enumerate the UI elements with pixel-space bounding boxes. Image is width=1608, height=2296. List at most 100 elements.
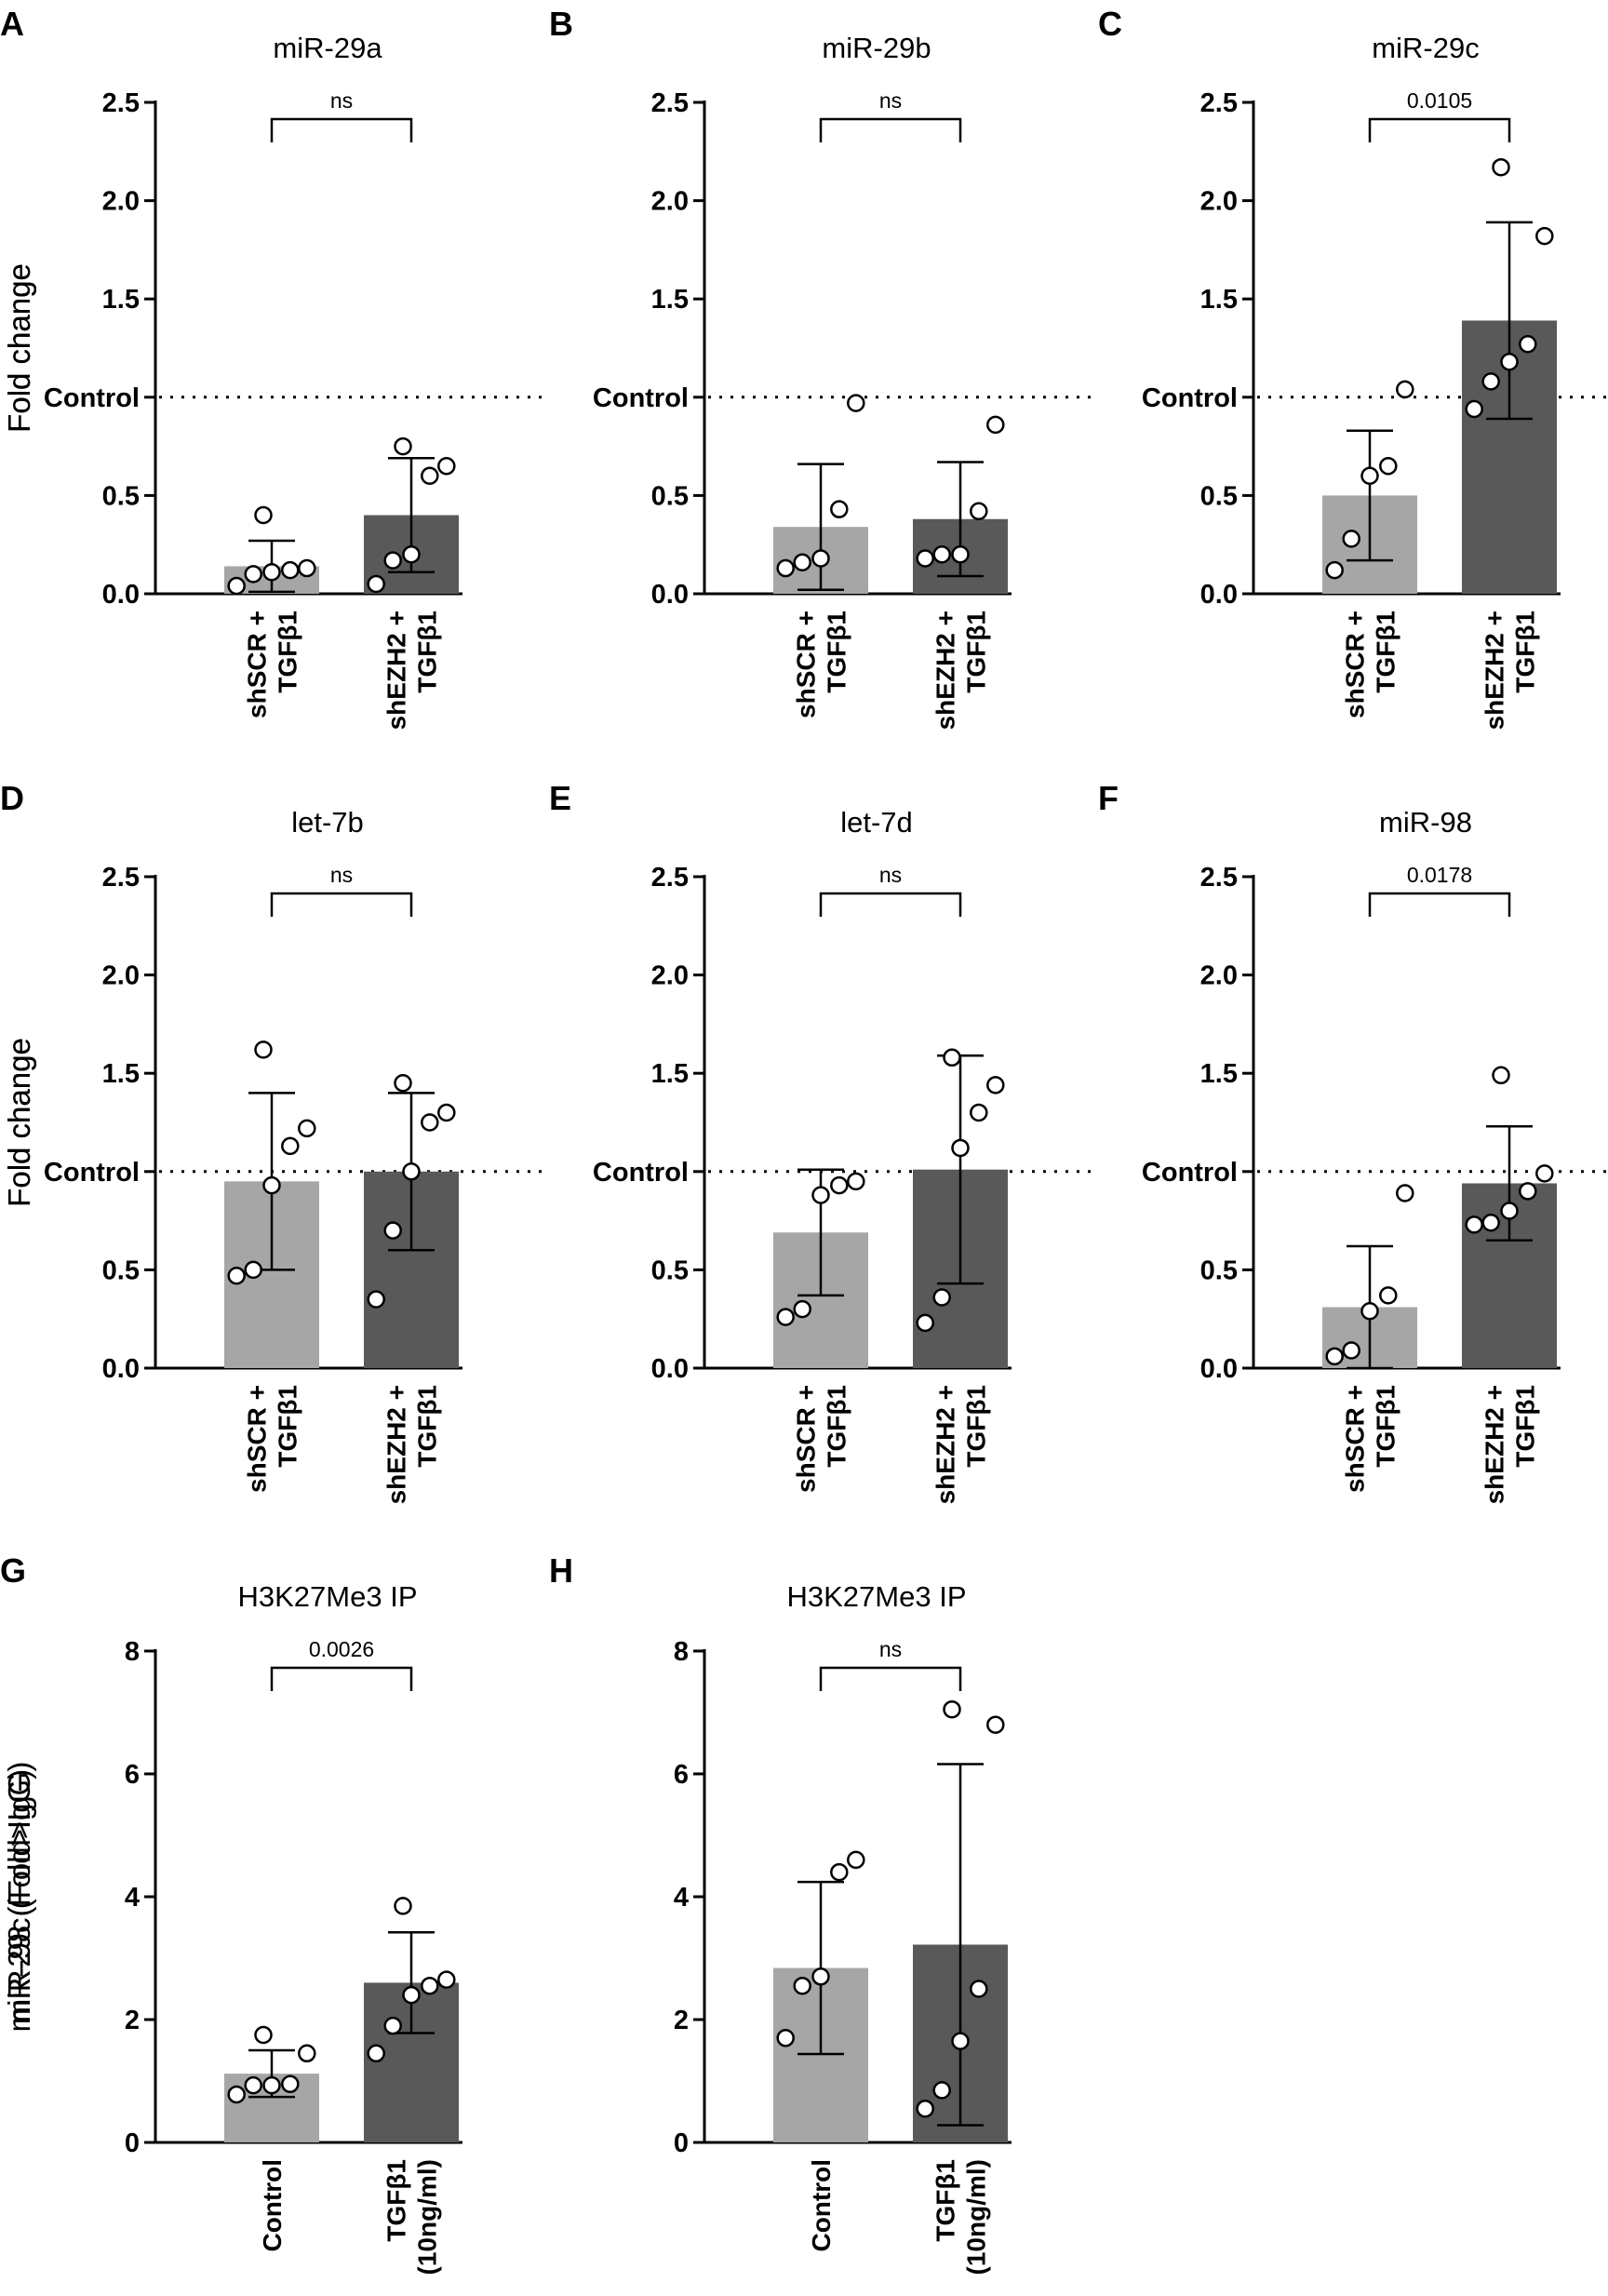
- data-point: [1360, 1302, 1379, 1321]
- data-point: [1500, 1202, 1519, 1220]
- data-point: [281, 1136, 300, 1156]
- data-point: [793, 553, 811, 571]
- y-tick-label: 8: [674, 1637, 689, 1667]
- y-tick-label: 0.0: [651, 580, 689, 610]
- panel-H: H H3K27Me3 IP miR-98 (Fold>IgG) 0 2 4 6 8 ns Cont…: [2, 1551, 1012, 2275]
- significance-label: ns: [330, 863, 353, 887]
- x-category-label: shEZH2 +: [931, 611, 960, 730]
- significance-bracket: [1368, 117, 1511, 142]
- y-axis-label: Fold change: [2, 263, 36, 433]
- data-point: [970, 502, 988, 521]
- panel-label: A: [0, 5, 24, 43]
- data-point: [298, 1119, 316, 1138]
- data-point: [1481, 1213, 1500, 1232]
- data-point: [394, 1074, 412, 1093]
- data-point: [437, 1970, 456, 1989]
- data-point: [1519, 1182, 1537, 1201]
- data-point: [402, 545, 421, 564]
- data-point: [421, 1113, 439, 1132]
- panel-label: H: [549, 1551, 573, 1590]
- data-point: [1519, 335, 1537, 354]
- data-point: [847, 1850, 865, 1870]
- data-point: [970, 1980, 988, 1998]
- x-category-label: TGFβ1: [962, 1385, 991, 1468]
- x-category-label: (10ng/ml): [962, 2159, 991, 2275]
- data-point: [986, 1076, 1005, 1094]
- x-category-label: TGFβ1: [1511, 611, 1540, 693]
- data-point: [811, 1967, 830, 1986]
- data-point: [1396, 1184, 1414, 1202]
- significance-label: ns: [879, 863, 902, 887]
- panel-label: G: [0, 1551, 26, 1590]
- data-point: [1492, 1066, 1510, 1085]
- y-tick-label: Control: [593, 383, 689, 413]
- y-tick-label: 1.5: [102, 1059, 140, 1089]
- significance-label: 0.0178: [1407, 863, 1472, 887]
- chart-title: miR-29c: [1372, 32, 1479, 64]
- significance-bracket: [819, 117, 962, 142]
- data-point: [281, 560, 300, 580]
- data-point: [1360, 466, 1379, 486]
- y-tick-label: 0.5: [102, 1255, 140, 1285]
- chart-title: H3K27Me3 IP: [238, 1580, 418, 1613]
- x-category-label: TGFβ1: [823, 1385, 851, 1468]
- data-point: [932, 1288, 951, 1307]
- y-tick-label: 2.5: [1200, 88, 1238, 118]
- y-tick-label: 0: [674, 2128, 689, 2158]
- significance-bracket: [270, 117, 413, 142]
- y-tick-label: Control: [44, 1158, 140, 1188]
- y-tick-label: 2: [125, 2006, 140, 2035]
- data-point: [793, 1299, 811, 1319]
- y-tick-label: 0.5: [1200, 481, 1238, 511]
- y-tick-label: 0.0: [1200, 1354, 1238, 1384]
- y-tick-label: 0.0: [1200, 580, 1238, 610]
- y-tick-label: 6: [674, 1760, 689, 1790]
- data-point: [986, 415, 1005, 435]
- data-point: [254, 505, 273, 525]
- y-tick-label: 2.0: [102, 961, 140, 991]
- y-tick-label: 6: [125, 1760, 140, 1790]
- y-tick-label: 2.5: [1200, 863, 1238, 893]
- data-point: [298, 2044, 316, 2063]
- y-tick-label: 0.0: [102, 1354, 140, 1384]
- significance-label: ns: [879, 1637, 902, 1661]
- x-category-label: shSCR +: [243, 611, 272, 718]
- data-point: [262, 2075, 281, 2095]
- y-tick-label: 2.5: [102, 88, 140, 118]
- y-tick-label: 2.0: [651, 961, 689, 991]
- x-category-label: TGFβ1: [382, 2159, 411, 2242]
- significance-label: 0.0105: [1407, 88, 1472, 113]
- x-category-label: TGFβ1: [413, 1385, 442, 1468]
- x-category-label: TGFβ1: [823, 611, 851, 693]
- data-point: [847, 394, 865, 412]
- y-tick-label: 0.5: [651, 1255, 689, 1285]
- y-tick-label: 0.5: [651, 481, 689, 511]
- x-category-label: shSCR +: [792, 611, 821, 718]
- chart-title: miR-29b: [822, 32, 931, 64]
- data-point: [227, 1266, 246, 1285]
- panel-label: D: [0, 779, 24, 817]
- significance-label: ns: [879, 88, 902, 113]
- data-point: [281, 2074, 300, 2094]
- data-point: [1465, 399, 1483, 419]
- y-tick-label: 0: [125, 2128, 140, 2158]
- y-tick-label: 1.5: [651, 285, 689, 315]
- data-point: [421, 1976, 439, 1995]
- data-point: [367, 574, 385, 594]
- data-point: [1465, 1215, 1483, 1234]
- y-tick-label: 2.5: [102, 863, 140, 893]
- data-point: [383, 2016, 402, 2035]
- data-point: [262, 563, 281, 582]
- data-point: [244, 565, 262, 584]
- x-category-label: shSCR +: [1341, 611, 1370, 718]
- data-point: [951, 1138, 970, 1158]
- y-tick-label: 0.0: [651, 1354, 689, 1384]
- chart-title: let-7b: [291, 806, 364, 839]
- data-point: [970, 1103, 988, 1122]
- data-point: [367, 2044, 385, 2063]
- x-category-label: TGFβ1: [413, 611, 442, 693]
- data-point: [383, 551, 402, 570]
